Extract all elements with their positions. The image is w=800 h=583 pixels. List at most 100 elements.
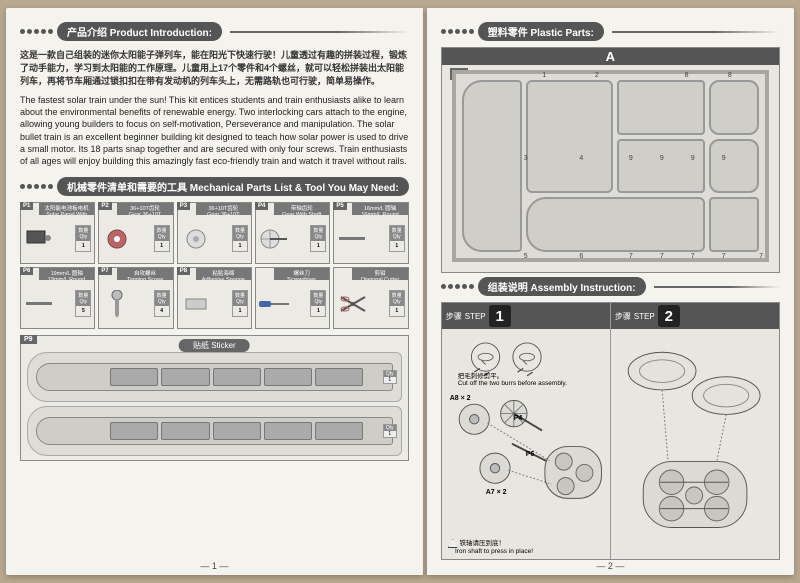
sticker-heading: 贴纸 Sticker [179,339,250,352]
part-cell: P1 太阳能电池板电机Solar Panel With Motor 数量Qty1 [20,202,95,264]
sprue-part [709,139,759,194]
sponge-icon [181,289,211,319]
assembly-heading-en: Assembly Instruction: [531,283,636,294]
header-rule [654,286,780,288]
part-cell: P516mm/L 圆轴16mm/L Round Shaft数量Qty1 [333,202,408,264]
screw-icon [102,289,132,319]
part-qty: 数量Qty1 [310,225,326,252]
gear-shaft-icon [259,224,289,254]
sticker-box: P9 贴纸 Sticker Qty1 Qty1 [20,335,409,461]
header-rule [612,31,780,33]
section-header-plastic: 塑料零件 Plastic Parts: [441,22,780,41]
sprue-part [617,80,705,135]
page-number-1: — 1 — [6,561,423,571]
part-title: 16mm/L 圆轴16mm/L Round Shaft [352,203,407,215]
decorative-dots [20,29,53,34]
assembly-step-2: 步骤 STEP 2 [611,303,779,559]
part-qty: 数量Qty1 [389,225,405,252]
part-cell: P7自攻螺丝Tapping Screw数量Qty4 [98,267,173,329]
sprue-frame: 1 2 8 8 3 4 9 9 9 9 5 6 7 7 7 7 7 [452,70,769,262]
sprue-part [526,80,614,193]
screwdriver-icon [259,289,289,319]
part-title: 粘贴海绵Adhesive Sponge [196,268,251,280]
gear-red-icon [102,224,132,254]
sprue-diagram: A A 1 2 8 8 3 4 9 9 9 9 5 6 [441,47,780,273]
mech-heading-en: Mechanical Parts List & Tool You May Nee… [190,183,399,194]
part-title: 带轴齿轮Gear With Shaft [274,203,329,215]
step2-label-en: STEP [634,312,655,321]
sticker-qty-2: Qty1 [383,424,397,438]
decorative-dots [20,184,53,189]
mech-heading: 机械零件清单和需要的工具 Mechanical Parts List & Too… [57,177,409,196]
part-title: 19mm/L 圆轴19mm/L Round Shaft [39,268,94,280]
part-cell: P8 粘贴海绵Adhesive Sponge 数量Qty1 [177,267,252,329]
plastic-heading-cn: 塑料零件 [488,28,528,39]
step1-illustration [446,333,606,513]
sprue-part [526,197,705,252]
part-qty: 数量Qty4 [154,290,170,317]
sprue-part [709,80,759,135]
part-qty: 数量Qty1 [389,290,405,317]
label-a7: A7 × 2 [486,489,507,496]
shaft-icon [24,289,54,319]
assembly-heading: 组装说明 Assembly Instruction: [478,277,646,296]
sticker-qty-1: Qty1 [383,370,397,384]
step1-num: 1 [489,305,511,327]
part-tag: P1 [20,202,33,210]
mech-heading-cn: 机械零件清单和需要的工具 [67,183,187,194]
header-rule [230,31,409,33]
part-cell: P336+10T齿轮Gear 36+10T数量Qty1 [177,202,252,264]
assembly-diagram: 步骤 STEP 1 [441,302,780,560]
plastic-heading: 塑料零件 Plastic Parts: [478,22,604,41]
part-cell: 螺丝刀Screwdriver 数量Qty1 [255,267,330,329]
sprue-part-body [462,80,522,252]
sticker-tag: P9 [20,335,37,344]
sprue-letter: A [442,48,779,65]
part-qty: 数量Qty1 [232,290,248,317]
step1-warning: 铁轴请压到底！ Iron shaft to press in place! [448,537,533,555]
intro-text-en: The fastest solar train under the sun! T… [20,94,409,167]
part-title: 剪钳Diagonal Cutter [352,268,407,280]
intro-heading-cn: 产品介绍 [67,28,107,39]
label-p4: P4 [514,415,523,422]
cutter-icon [337,289,367,319]
part-qty: 数量Qty1 [154,225,170,252]
step2-illustration [615,333,775,543]
train-sticker-2: Qty1 [27,406,402,456]
part-title: 太阳能电池板电机Solar Panel With Motor [39,203,94,215]
decorative-dots [441,284,474,289]
part-tag: P8 [177,267,190,275]
part-title: 螺丝刀Screwdriver [274,268,329,280]
plastic-heading-en: Plastic Parts: [531,28,594,39]
section-header-mech: 机械零件清单和需要的工具 Mechanical Parts List & Too… [20,177,409,196]
part-tag: P6 [20,267,33,275]
sprue-part [617,139,705,194]
train-sticker-1: Qty1 [27,352,402,402]
sprue-part [709,197,759,252]
part-title: 36+10T齿轮Gear 36+10T [196,203,251,215]
part-qty: 数量Qty1 [310,290,326,317]
part-cell: 剪钳Diagonal Cutter 数量Qty1 [333,267,408,329]
warning-icon [448,539,458,548]
part-tag: P3 [177,202,190,210]
label-a8: A8 × 2 [450,395,471,402]
decorative-dots [441,29,474,34]
step1-caption: 把毛刺修剪平。 Cut off the two burrs before ass… [458,370,567,387]
step1-label-cn: 步骤 [446,311,462,322]
part-cell: P236+10T齿轮Gear 36+10T数量Qty1 [98,202,173,264]
part-cell: P4带轴齿轮Gear With Shaft数量Qty1 [255,202,330,264]
gear-white-icon [181,224,211,254]
part-cell: P6 19mm/L 圆轴19mm/L Round Shaft 数量Qty5 [20,267,95,329]
part-qty: 数量Qty1 [75,225,91,252]
part-title: 自攻螺丝Tapping Screw [117,268,172,280]
parts-grid: P1太阳能电池板电机Solar Panel With Motor数量Qty1P2… [20,202,409,329]
step2-num: 2 [658,305,680,327]
part-title: 36+10T齿轮Gear 36+10T [117,203,172,215]
part-qty: 数量Qty5 [75,290,91,317]
assembly-heading-cn: 组装说明 [488,283,528,294]
intro-text-cn: 这是一款自己组装的迷你太阳能子弹列车，能在阳光下快速行驶！儿童透过有趣的拼装过程… [20,49,409,88]
intro-heading: 产品介绍 Product Introduction: [57,22,222,41]
section-header-intro: 产品介绍 Product Introduction: [20,22,409,41]
assembly-step-1: 步骤 STEP 1 [442,303,611,559]
panel-icon [24,224,54,254]
